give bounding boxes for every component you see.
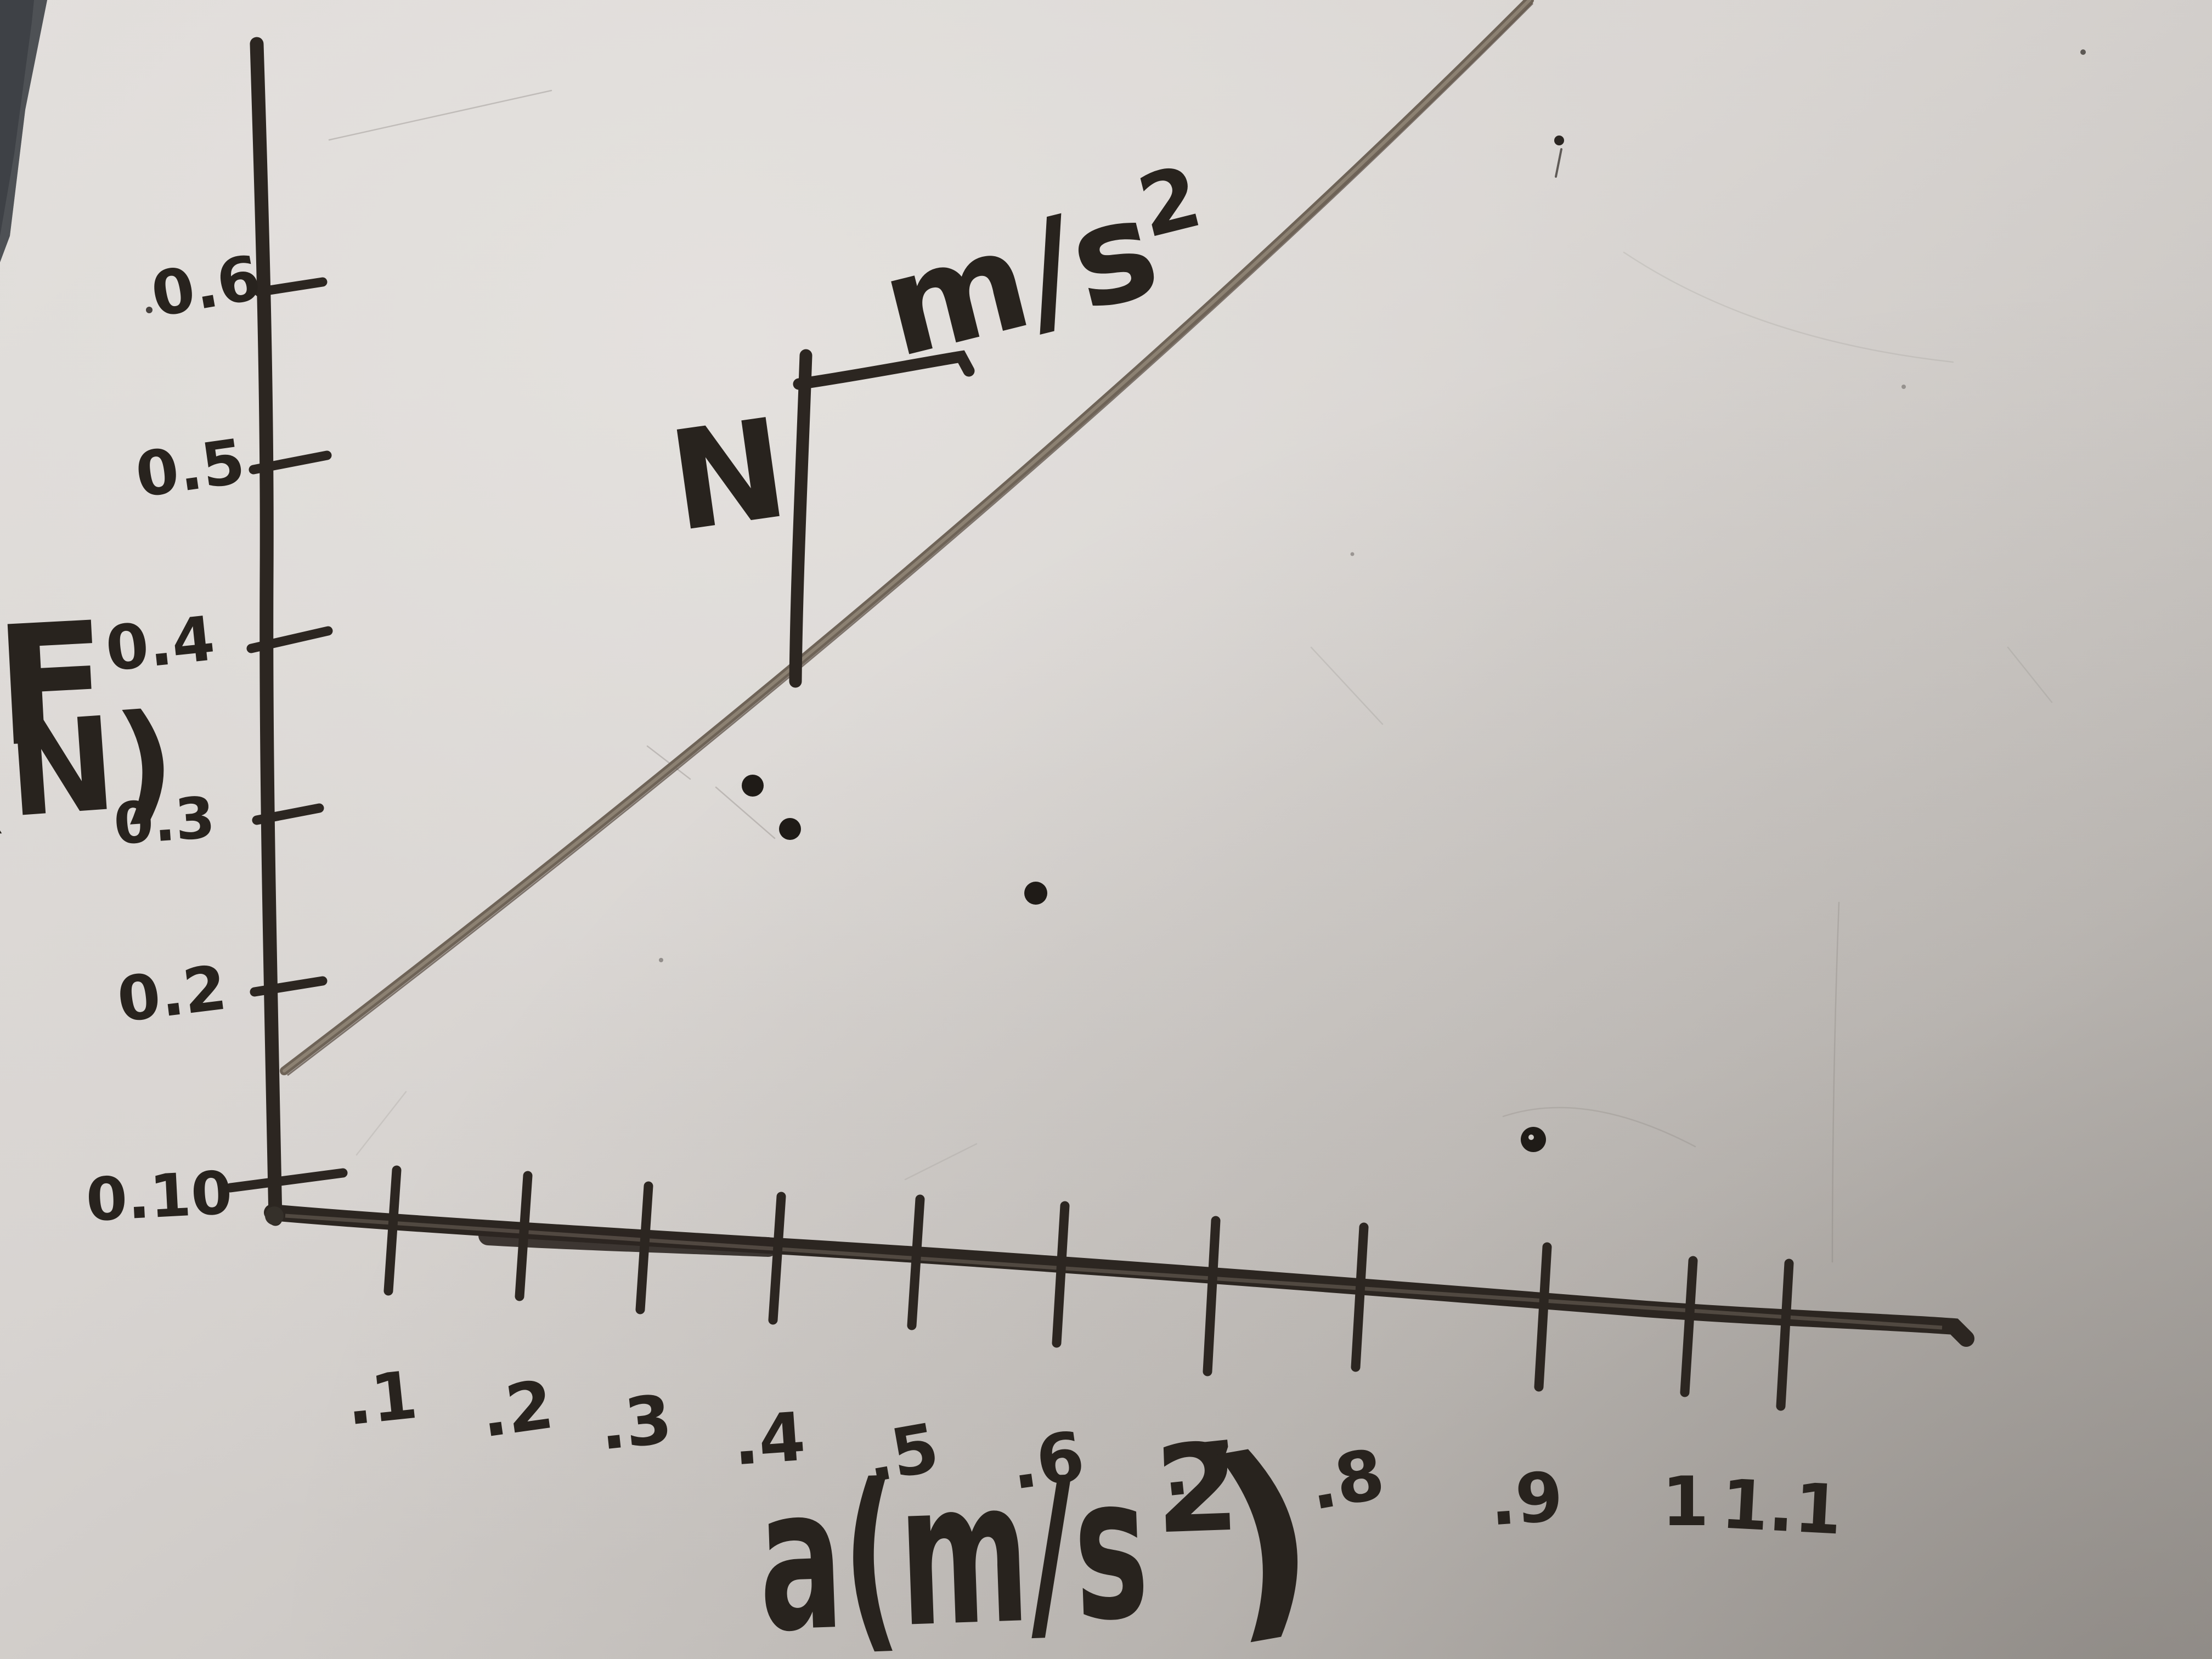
y-tick: [252, 803, 324, 825]
slope-rise-unit-label: N: [661, 388, 797, 562]
y-tick: [254, 277, 328, 297]
y-ticks-layer: 0.60.50.40.30.20.10: [84, 242, 348, 1235]
x-axis-title-exponent: 2: [1153, 1417, 1242, 1560]
x-axis-sheen: [285, 1214, 1943, 1330]
data-point: [1024, 882, 1047, 905]
x-tick-label: 1: [1662, 1463, 1709, 1542]
slope-vertical-stroke: [789, 349, 812, 688]
x-tick-label: .5: [860, 1408, 945, 1498]
data-point: [1521, 1127, 1546, 1152]
stray-dot: [1554, 136, 1564, 145]
x-tick: [1351, 1222, 1369, 1372]
x-tick-label: .9: [1487, 1458, 1566, 1542]
y-tick-label: 0.5: [131, 426, 249, 511]
y-tick: [250, 976, 328, 997]
x-tick: [1776, 1259, 1794, 1411]
x-axis-title-main: a(m/s: [754, 1432, 1152, 1659]
y-tick: [246, 626, 333, 653]
x-tick: [907, 1194, 925, 1330]
x-tick: [1680, 1256, 1698, 1397]
x-tick-label: .4: [731, 1398, 808, 1481]
data-point: [742, 775, 764, 797]
board-edge-corner: [0, 0, 47, 262]
x-tick: [1203, 1216, 1221, 1376]
data-point: [779, 818, 801, 840]
x-tick-label: 1.1: [1719, 1465, 1844, 1550]
y-axis-title-line1: F: [0, 586, 113, 783]
stray-marks: [146, 49, 2086, 962]
x-tick-label: .3: [596, 1380, 675, 1465]
x-tick-label: .2: [476, 1365, 558, 1453]
slope-horizontal-stroke: [793, 350, 975, 390]
y-tick-label: 0.10: [84, 1159, 234, 1235]
x-axis-title: a(m/s 2 ): [754, 1405, 1334, 1659]
axis-corner: [265, 1206, 284, 1225]
data-point-highlight: [1528, 1135, 1534, 1140]
y-axis-title-line2: (N): [0, 685, 179, 850]
x-tick: [515, 1171, 533, 1301]
x-tick-label: .1: [342, 1357, 421, 1441]
stray-fleck: [2080, 49, 2086, 55]
x-tick: [1052, 1201, 1070, 1348]
x-tick: [1534, 1242, 1552, 1392]
y-axis-line: [250, 37, 283, 1226]
y-tick-label: 0.3: [111, 784, 217, 858]
x-tick: [635, 1181, 653, 1314]
data-points-layer: [742, 775, 1546, 1152]
y-tick: [225, 1168, 348, 1193]
x-tick-label: .7: [1159, 1426, 1240, 1513]
x-ticks-layer: .1 .2 .3 .4 .5 .6 .7 .8 .9 1 1.1: [342, 1165, 1844, 1550]
y-tick-label: 0.2: [114, 952, 230, 1036]
x-tick: [768, 1192, 786, 1325]
y-tick: [249, 450, 332, 475]
x-tick-label: .6: [1006, 1417, 1089, 1505]
y-tick-label: 0.4: [103, 603, 218, 685]
y-axis-title: F (N): [0, 586, 179, 850]
x-tick: [383, 1165, 402, 1296]
x-tick-label: .8: [1303, 1434, 1390, 1526]
fit-line: [280, 0, 1534, 1076]
scratches: [328, 89, 2053, 1263]
